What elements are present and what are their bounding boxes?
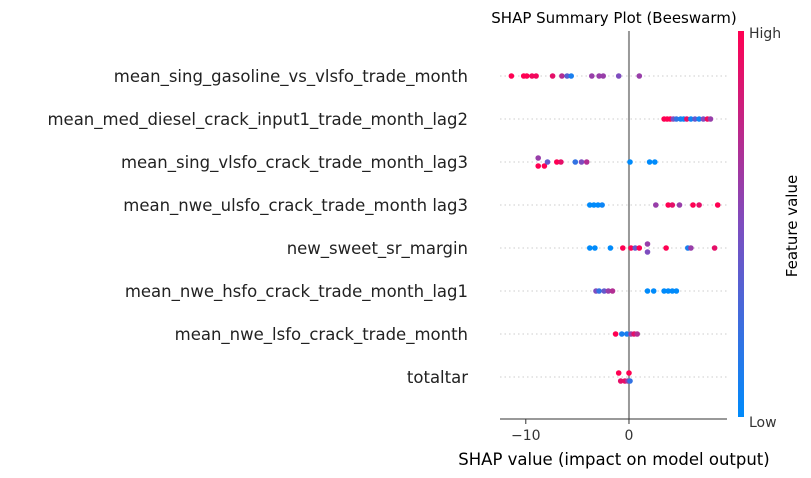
- colorbar-title: Feature value: [783, 175, 801, 277]
- data-point: [524, 73, 530, 79]
- data-point: [627, 378, 633, 384]
- feature-label: mean_sing_gasoline_vs_vlsfo_trade_month: [114, 67, 468, 87]
- data-point: [617, 378, 624, 384]
- data-point: [596, 288, 602, 294]
- data-point: [669, 202, 676, 208]
- data-point: [619, 331, 625, 337]
- data-point: [601, 288, 607, 294]
- data-point: [676, 202, 683, 208]
- data-point: [632, 245, 638, 251]
- feature-label: new_sweet_sr_margin: [287, 239, 468, 259]
- x-tick-label: 0: [625, 428, 634, 444]
- data-point: [661, 288, 667, 294]
- x-axis-label: SHAP value (impact on model output): [458, 450, 769, 469]
- data-point: [612, 331, 619, 337]
- data-point: [646, 159, 653, 165]
- data-point: [690, 202, 696, 208]
- data-point: [707, 116, 714, 122]
- data-point: [535, 163, 541, 169]
- feature-label: mean_med_diesel_crack_input1_trade_month…: [47, 110, 468, 130]
- data-point: [652, 159, 658, 165]
- data-point: [673, 116, 680, 122]
- data-point: [669, 288, 676, 294]
- data-point: [587, 245, 593, 251]
- data-point: [688, 116, 694, 122]
- data-point: [644, 241, 651, 247]
- data-point: [535, 155, 541, 161]
- data-point: [558, 159, 564, 165]
- data-point: [627, 159, 633, 165]
- data-point: [644, 249, 651, 255]
- data-point: [714, 202, 721, 208]
- data-point: [568, 73, 574, 79]
- data-point: [620, 245, 626, 251]
- data-point: [711, 245, 718, 251]
- data-point: [605, 288, 612, 294]
- feature-labels: mean_sing_gasoline_vs_vlsfo_trade_monthm…: [47, 67, 468, 387]
- data-point: [533, 73, 539, 79]
- data-point: [572, 159, 579, 165]
- data-point: [665, 202, 671, 208]
- feature-label: mean_sing_vlsfo_crack_trade_month_lag3: [121, 153, 468, 173]
- data-point: [578, 159, 585, 165]
- feature-label: mean_nwe_lsfo_crack_trade_month: [175, 325, 468, 345]
- colorbar-high-label: High: [749, 26, 781, 42]
- data-point: [541, 163, 548, 169]
- data-point: [600, 73, 606, 79]
- data-point: [544, 159, 551, 165]
- data-point: [688, 245, 694, 251]
- data-point: [624, 331, 630, 337]
- data-point: [564, 73, 570, 79]
- chart-title: SHAP Summary Plot (Beeswarm): [491, 9, 736, 27]
- x-tick-label: −10: [511, 428, 541, 444]
- data-point: [559, 73, 565, 79]
- data-point: [673, 288, 680, 294]
- data-point: [529, 73, 535, 79]
- data-point: [599, 202, 605, 208]
- data-point: [607, 245, 614, 251]
- data-point: [596, 73, 602, 79]
- colorbar: [738, 31, 744, 417]
- x-axis-ticks: −10 0: [511, 419, 633, 444]
- data-points: [508, 73, 721, 384]
- data-point: [589, 73, 595, 79]
- data-point: [592, 245, 598, 251]
- data-point: [653, 202, 659, 208]
- feature-label: mean_nwe_hsfo_crack_trade_month_lag1: [125, 282, 468, 302]
- data-point: [665, 288, 671, 294]
- data-point: [634, 331, 640, 337]
- row-gridlines: [500, 75, 727, 378]
- data-point: [591, 202, 597, 208]
- data-point: [700, 116, 707, 122]
- data-point: [650, 288, 657, 294]
- data-point: [508, 73, 515, 79]
- data-point: [684, 116, 690, 122]
- data-point: [628, 245, 634, 251]
- data-point: [636, 245, 643, 251]
- data-point: [549, 73, 556, 79]
- data-point: [692, 116, 698, 122]
- data-point: [644, 288, 651, 294]
- data-point: [554, 159, 560, 165]
- colorbar-low-label: Low: [749, 415, 777, 431]
- data-point: [587, 202, 593, 208]
- data-point: [615, 370, 622, 376]
- data-point: [696, 116, 702, 122]
- data-point: [663, 245, 669, 251]
- data-point: [595, 202, 601, 208]
- data-point: [636, 73, 643, 79]
- data-point: [615, 73, 622, 79]
- feature-label: totaltar: [407, 368, 468, 387]
- data-point: [696, 202, 702, 208]
- data-point: [609, 288, 616, 294]
- data-point: [626, 370, 632, 376]
- feature-label: mean_nwe_ulsfo_crack_trade_month lag3: [123, 196, 468, 216]
- data-point: [583, 159, 590, 165]
